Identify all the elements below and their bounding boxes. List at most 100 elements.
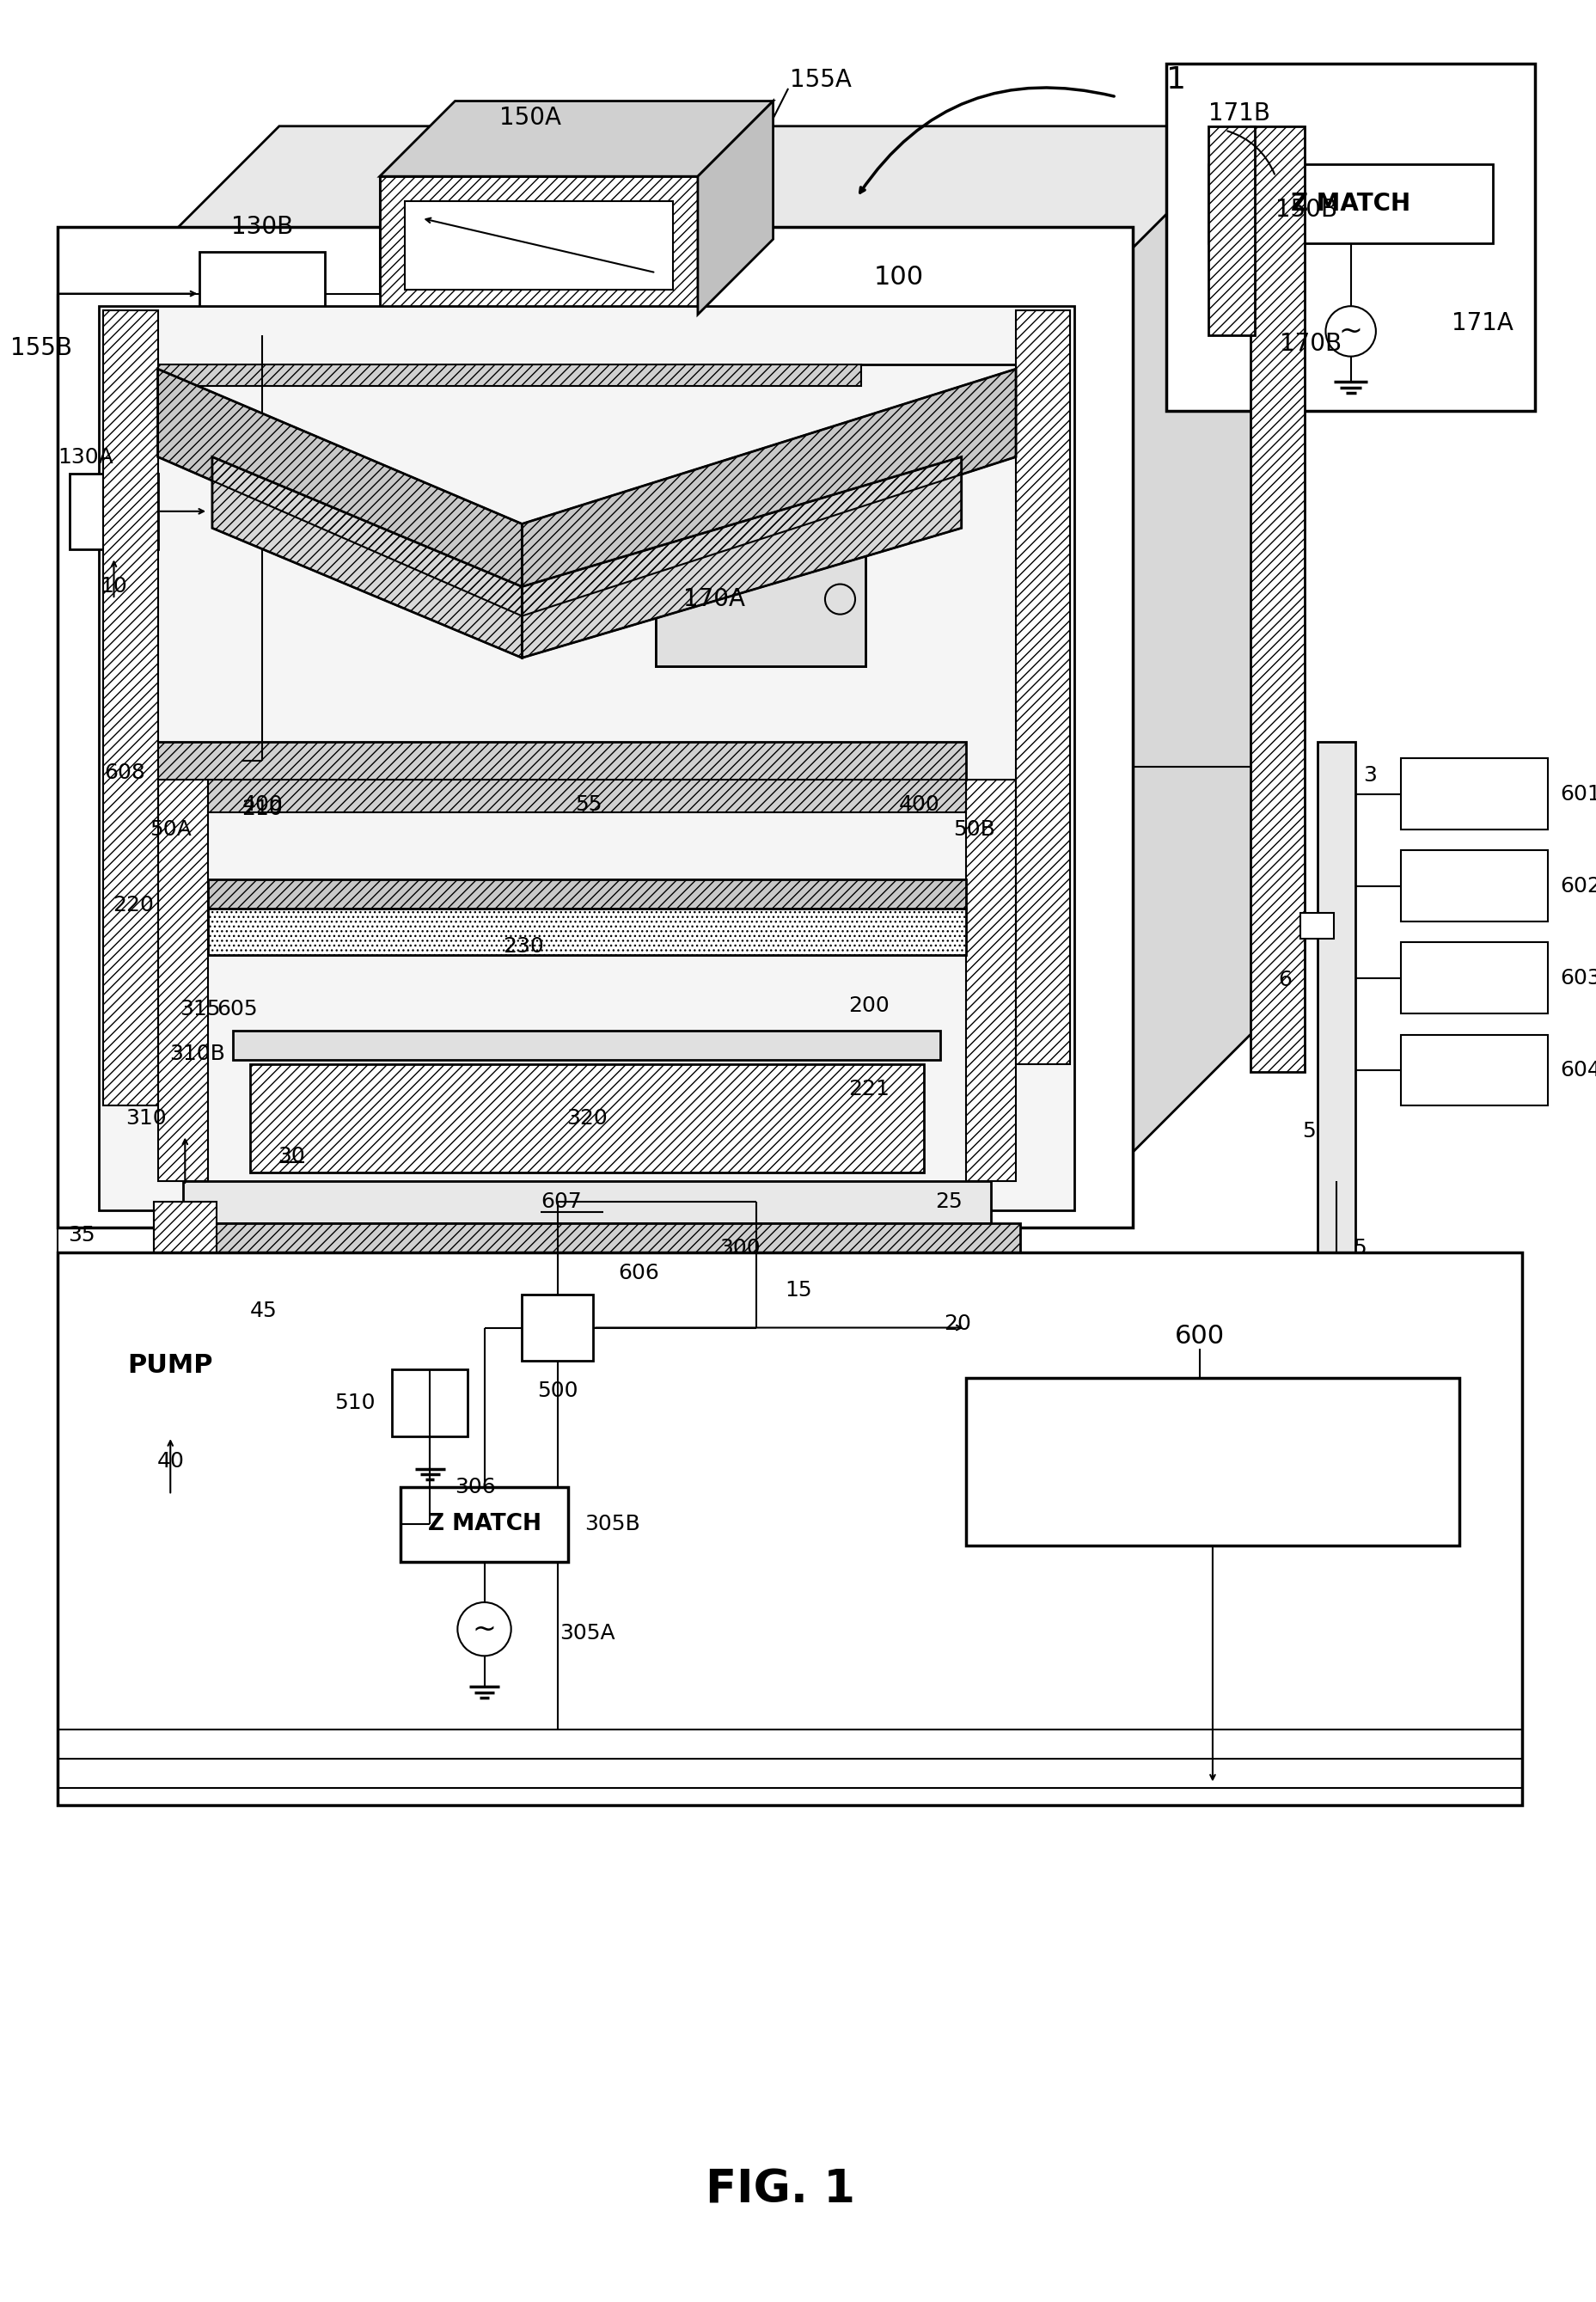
Text: 50B: 50B [953,820,994,840]
Bar [153,1202,217,1268]
Text: 40: 40 [156,1450,184,1471]
Text: 305B: 305B [584,1515,640,1535]
Text: FIG. 1: FIG. 1 [705,2168,855,2212]
Text: 605: 605 [217,999,257,1020]
Bar [380,177,697,315]
Text: 200: 200 [847,994,889,1015]
Text: 170B: 170B [1278,331,1341,357]
Bar [184,1181,990,1222]
Bar [200,251,326,336]
Text: 20: 20 [943,1312,970,1333]
Bar [158,780,207,1181]
Bar [86,1303,254,1427]
Text: 604: 604 [1559,1059,1596,1080]
Text: 155B: 155B [11,336,72,359]
Text: 607: 607 [541,1192,583,1213]
Text: 600: 600 [1175,1324,1224,1349]
Bar [153,741,966,780]
Bar [153,364,860,387]
Text: 170A: 170A [683,587,745,612]
Text: 50A: 50A [150,820,192,840]
Bar [207,879,966,909]
Text: 305A: 305A [559,1623,614,1644]
Bar [1208,163,1492,244]
Text: 35: 35 [69,1225,96,1245]
Polygon shape [380,101,772,177]
Text: 171A: 171A [1451,311,1511,336]
Text: 315: 315 [180,999,220,1020]
Text: 230: 230 [503,937,544,958]
Text: 150B: 150B [1275,198,1337,221]
Polygon shape [99,127,1254,306]
Text: 310B: 310B [169,1043,225,1064]
Polygon shape [522,368,1015,617]
Bar [404,203,672,290]
Text: 25: 25 [935,1192,962,1213]
Text: 130B: 130B [231,214,294,239]
Bar [57,226,1133,1227]
Polygon shape [1015,311,1069,1064]
Text: 45: 45 [251,1301,278,1321]
Text: 306: 306 [455,1476,496,1496]
Text: ~: ~ [1337,318,1361,345]
Text: 300: 300 [718,1238,760,1259]
Text: 220: 220 [112,895,153,916]
Bar [233,1031,940,1059]
Text: 5: 5 [1352,1238,1366,1259]
Bar [656,532,865,665]
Bar [522,1294,592,1360]
Bar [1400,1034,1547,1105]
Bar [207,780,966,813]
Text: Z MATCH: Z MATCH [428,1512,541,1535]
Bar [1317,741,1355,1310]
Text: 310: 310 [124,1107,166,1128]
Bar [1400,757,1547,829]
Text: 603: 603 [1559,967,1596,988]
Text: 601: 601 [1559,783,1596,803]
Text: 155A: 155A [790,69,851,92]
Bar [1400,942,1547,1013]
Text: 150A: 150A [500,106,562,129]
Text: 320: 320 [567,1107,606,1128]
Text: 602: 602 [1559,875,1596,895]
Text: Z MATCH: Z MATCH [1290,191,1409,216]
Text: ~: ~ [472,1616,496,1644]
Polygon shape [522,456,961,658]
Bar [1250,127,1304,1073]
Text: 210: 210 [241,799,282,820]
Polygon shape [212,456,522,658]
Text: 100: 100 [873,265,922,290]
Bar [656,532,865,665]
Polygon shape [104,311,158,1105]
Bar [966,1379,1459,1545]
Text: 400: 400 [243,794,282,815]
Polygon shape [1208,127,1254,336]
Text: 1: 1 [1167,64,1186,94]
Bar [401,1487,568,1563]
Text: 171B: 171B [1208,101,1270,127]
Bar [1400,849,1547,921]
Text: 130A: 130A [57,447,113,467]
Text: 15: 15 [784,1280,811,1301]
Text: 55: 55 [575,794,602,815]
Text: PUMP: PUMP [128,1354,212,1379]
Bar [966,780,1015,1181]
Text: 400: 400 [899,794,938,815]
Bar [153,1222,1020,1268]
Bar [1167,64,1534,410]
Bar [1299,914,1333,939]
Text: 606: 606 [618,1264,659,1285]
Text: 6: 6 [1278,969,1291,990]
Bar [57,1252,1521,1805]
Bar [70,474,158,548]
Bar [393,1370,468,1436]
Text: 5: 5 [1301,1121,1315,1142]
Bar [207,909,966,955]
Text: 30: 30 [278,1146,305,1167]
Text: 10: 10 [101,576,128,596]
Text: 221: 221 [847,1080,889,1100]
Bar [251,1064,924,1172]
Text: 3: 3 [1363,764,1376,785]
Text: 608: 608 [104,762,145,783]
Polygon shape [697,101,772,315]
